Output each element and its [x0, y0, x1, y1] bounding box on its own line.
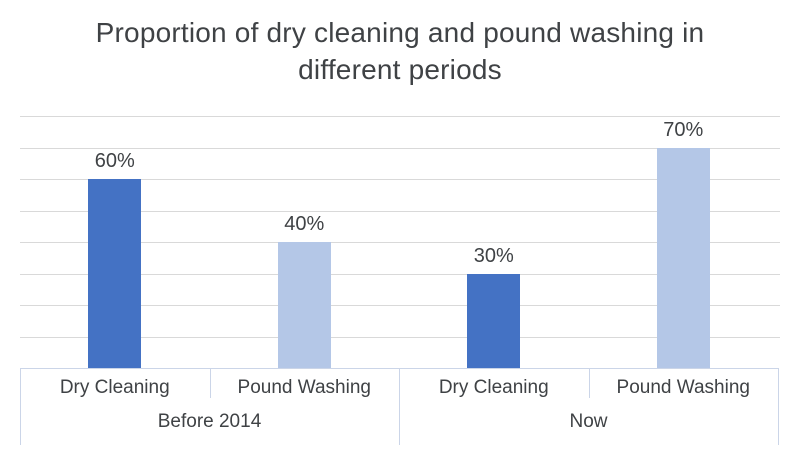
- gridline: [20, 210, 780, 212]
- gridline: [20, 179, 780, 180]
- axis-separator-short: [209, 368, 211, 398]
- axis-separator-tall: [20, 368, 21, 445]
- bar: [656, 147, 710, 368]
- bar-value-label: 70%: [663, 118, 704, 141]
- bar-value-label: 30%: [473, 244, 514, 267]
- category-label: Dry Cleaning: [59, 377, 170, 398]
- bar-value-label: 60%: [94, 150, 135, 172]
- gridline: [20, 116, 780, 117]
- bar-value-label: 40%: [284, 213, 325, 235]
- category-label: Pound Washing: [237, 377, 371, 398]
- gridline: [20, 273, 780, 275]
- gridline: [20, 336, 780, 338]
- category-label: Dry Cleaning: [438, 377, 549, 398]
- axis-separator-tall: [778, 368, 779, 445]
- bar: [467, 273, 521, 368]
- category-label: Pound Washing: [616, 377, 750, 398]
- group-label: Now: [569, 411, 608, 432]
- bar: [277, 242, 331, 368]
- gridline: [20, 147, 780, 149]
- group-label: Before 2014: [157, 411, 262, 432]
- chart-title: Proportion of dry cleaning and pound was…: [95, 17, 705, 85]
- gridline: [20, 242, 780, 243]
- axis-separator-tall: [399, 368, 400, 445]
- bar: [88, 179, 142, 368]
- gridline: [20, 305, 780, 306]
- axis-separator-short: [588, 368, 590, 398]
